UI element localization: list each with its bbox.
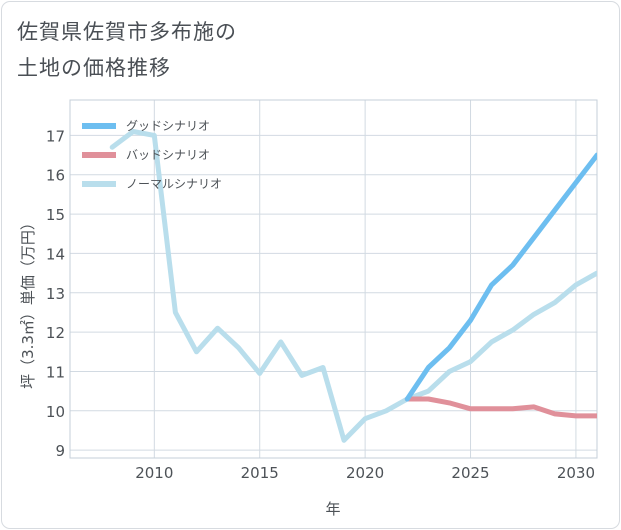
x-axis-label: 年	[325, 500, 340, 518]
y-tick-label: 9	[55, 442, 65, 460]
plot-frame	[69, 99, 598, 459]
y-axis-ticks: 9 10 11 12 13 14 15 16 17	[46, 127, 65, 460]
legend-label: グッドシナリオ	[126, 119, 210, 133]
series-line-1	[404, 396, 597, 419]
y-tick-label: 17	[46, 127, 65, 145]
series-line-0	[404, 152, 597, 402]
chart-title-line-1: 佐賀県佐賀市多布施の	[17, 20, 237, 44]
x-axis-ticks: 2010 2015 2020 2025 2030	[135, 464, 595, 482]
series-layer	[109, 129, 597, 443]
y-tick-label: 10	[46, 403, 65, 421]
y-axis-label: 坪（3.3㎡）単価（万円）	[19, 215, 37, 389]
x-tick-label: 2010	[135, 464, 173, 482]
chart-title: 佐賀県佐賀市多布施の 土地の価格推移	[17, 14, 237, 86]
legend-label: バッドシナリオ	[126, 148, 210, 162]
legend-label: ノーマルシナリオ	[126, 177, 222, 191]
y-tick-label: 16	[46, 167, 65, 185]
chart-title-line-2: 土地の価格推移	[17, 56, 171, 80]
series-line-2	[109, 129, 597, 443]
x-tick-label: 2025	[451, 464, 489, 482]
x-tick-label: 2030	[557, 464, 595, 482]
x-tick-label: 2020	[346, 464, 384, 482]
y-tick-label: 11	[46, 363, 65, 381]
y-tick-label: 14	[46, 245, 65, 263]
x-tick-label: 2015	[241, 464, 279, 482]
y-tick-label: 12	[46, 324, 65, 342]
y-tick-label: 13	[46, 285, 65, 303]
y-tick-label: 15	[46, 206, 65, 224]
